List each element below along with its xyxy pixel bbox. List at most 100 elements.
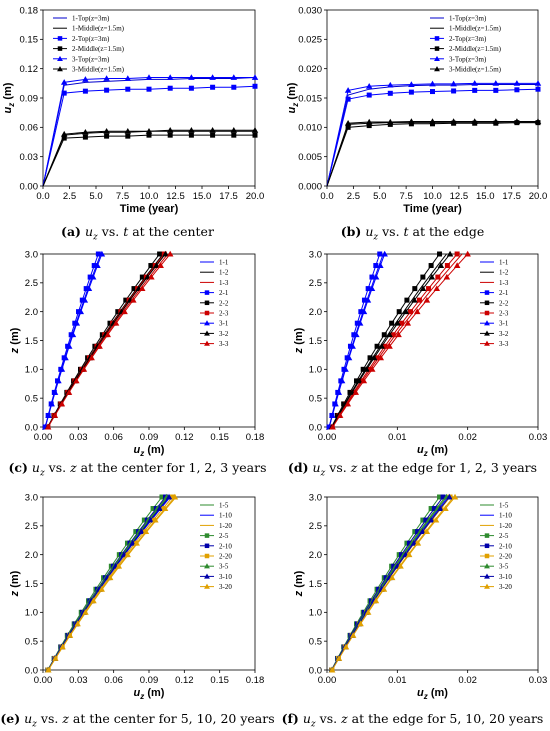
x-tick-label: 12.5 <box>166 191 185 202</box>
data-point <box>364 609 372 615</box>
legend-marker <box>484 573 490 579</box>
data-point <box>124 551 131 558</box>
data-point <box>96 343 103 349</box>
data-point <box>60 79 68 85</box>
legend-label: 3-2 <box>499 330 509 338</box>
data-point <box>437 494 443 500</box>
data-point <box>82 76 89 82</box>
data-point <box>165 493 173 500</box>
data-point <box>372 273 380 280</box>
y-tick-label: 3.0 <box>309 492 322 503</box>
legend-label: 1-20 <box>499 522 512 530</box>
data-point <box>139 274 145 280</box>
data-point <box>405 551 413 558</box>
chart-d: 0.00 0.01 0.02 0.03 0.0 0.5 1.0 1.5 2.0 2.5 3.0 uz … <box>275 240 550 466</box>
x-tick-label: 20.0 <box>246 191 265 202</box>
legend-marker <box>434 55 440 61</box>
data-point <box>423 296 431 303</box>
x-axis-label: uz (m) <box>417 444 448 458</box>
data-point <box>73 319 81 326</box>
data-point <box>328 666 336 673</box>
y-tick-label: 0.5 <box>25 393 38 404</box>
legend-marker <box>204 300 210 306</box>
legend-label: 2-5 <box>499 532 509 540</box>
legend-label: 3-1 <box>499 320 509 328</box>
legend-label: 3-3 <box>219 340 229 348</box>
data-point <box>493 87 499 93</box>
series-line <box>332 253 469 428</box>
data-point <box>454 251 460 257</box>
legend-marker <box>484 290 490 295</box>
series-line <box>326 122 538 187</box>
data-point <box>130 296 137 303</box>
data-point <box>142 528 150 535</box>
x-tick-label: 0.03 <box>529 432 548 443</box>
x-tick-label: 0.09 <box>140 432 159 443</box>
data-point <box>61 90 67 96</box>
data-point <box>80 366 88 372</box>
legend-marker <box>434 36 440 41</box>
x-axis-label: uz (m) <box>417 687 448 701</box>
data-point <box>357 620 364 627</box>
data-point <box>366 123 372 129</box>
series-line <box>326 120 538 187</box>
legend-marker <box>204 563 210 569</box>
caption-letter: (b) <box>340 224 362 239</box>
data-point <box>148 273 155 280</box>
legend-label: 1-2 <box>499 269 509 277</box>
series-line <box>47 496 169 671</box>
series-line <box>44 253 99 428</box>
series-line <box>47 253 164 428</box>
y-tick-label: 0.0 <box>309 422 322 433</box>
y-tick-label: 1.0 <box>309 608 322 619</box>
data-point <box>81 296 89 303</box>
legend-marker <box>204 290 210 295</box>
y-tick-label: 0.010 <box>298 123 322 134</box>
x-tick-label: 10.0 <box>140 191 159 202</box>
x-tick-label: 0.00 <box>34 432 53 443</box>
legend-label: 2-3 <box>499 310 509 318</box>
data-point <box>129 539 136 546</box>
data-point <box>513 80 521 86</box>
data-point <box>45 412 52 418</box>
x-tick-label: 0.06 <box>104 432 123 443</box>
data-point <box>360 366 366 372</box>
data-point <box>534 80 542 86</box>
data-point <box>167 85 173 91</box>
y-tick-label: 3.0 <box>25 492 38 503</box>
x-tick-label: 0.12 <box>175 432 194 443</box>
series-line <box>331 253 458 428</box>
y-tick-label: 1.5 <box>25 579 38 590</box>
chart-svg: 0.00 0.03 0.06 0.09 0.12 0.15 0.18 0.0 0.5 1.0 1.5… <box>9 492 264 701</box>
data-point <box>342 366 349 372</box>
data-point <box>419 285 427 292</box>
data-point <box>139 285 146 292</box>
series-line <box>326 84 538 187</box>
legend-marker <box>57 46 63 51</box>
legend-marker <box>484 543 490 549</box>
data-point <box>374 355 380 361</box>
legend-label: 3-3 <box>499 340 509 348</box>
legend-label: 1-5 <box>219 502 229 510</box>
chart-a: 0.0 2.5 5.0 7.5 10.0 12.5 15.0 17.5 20.0 0.00 0.03… <box>0 0 275 226</box>
data-point <box>395 331 402 338</box>
data-point <box>420 274 426 280</box>
legend-label: 3-5 <box>499 563 509 571</box>
y-tick-label: 1.5 <box>25 336 38 347</box>
data-point <box>423 528 431 535</box>
data-point <box>412 286 418 292</box>
legend-marker <box>484 583 490 589</box>
series-line <box>47 496 163 671</box>
data-point <box>82 128 89 135</box>
legend-label: 1-2 <box>219 269 229 277</box>
data-point <box>344 355 350 361</box>
data-point <box>82 134 88 140</box>
data-point <box>404 319 412 326</box>
legend-label: 2-2 <box>219 299 229 307</box>
data-point <box>251 74 259 80</box>
data-point <box>426 286 432 292</box>
data-point <box>345 354 353 361</box>
series-line <box>47 253 166 428</box>
series-line <box>331 496 449 671</box>
data-point <box>433 285 441 292</box>
